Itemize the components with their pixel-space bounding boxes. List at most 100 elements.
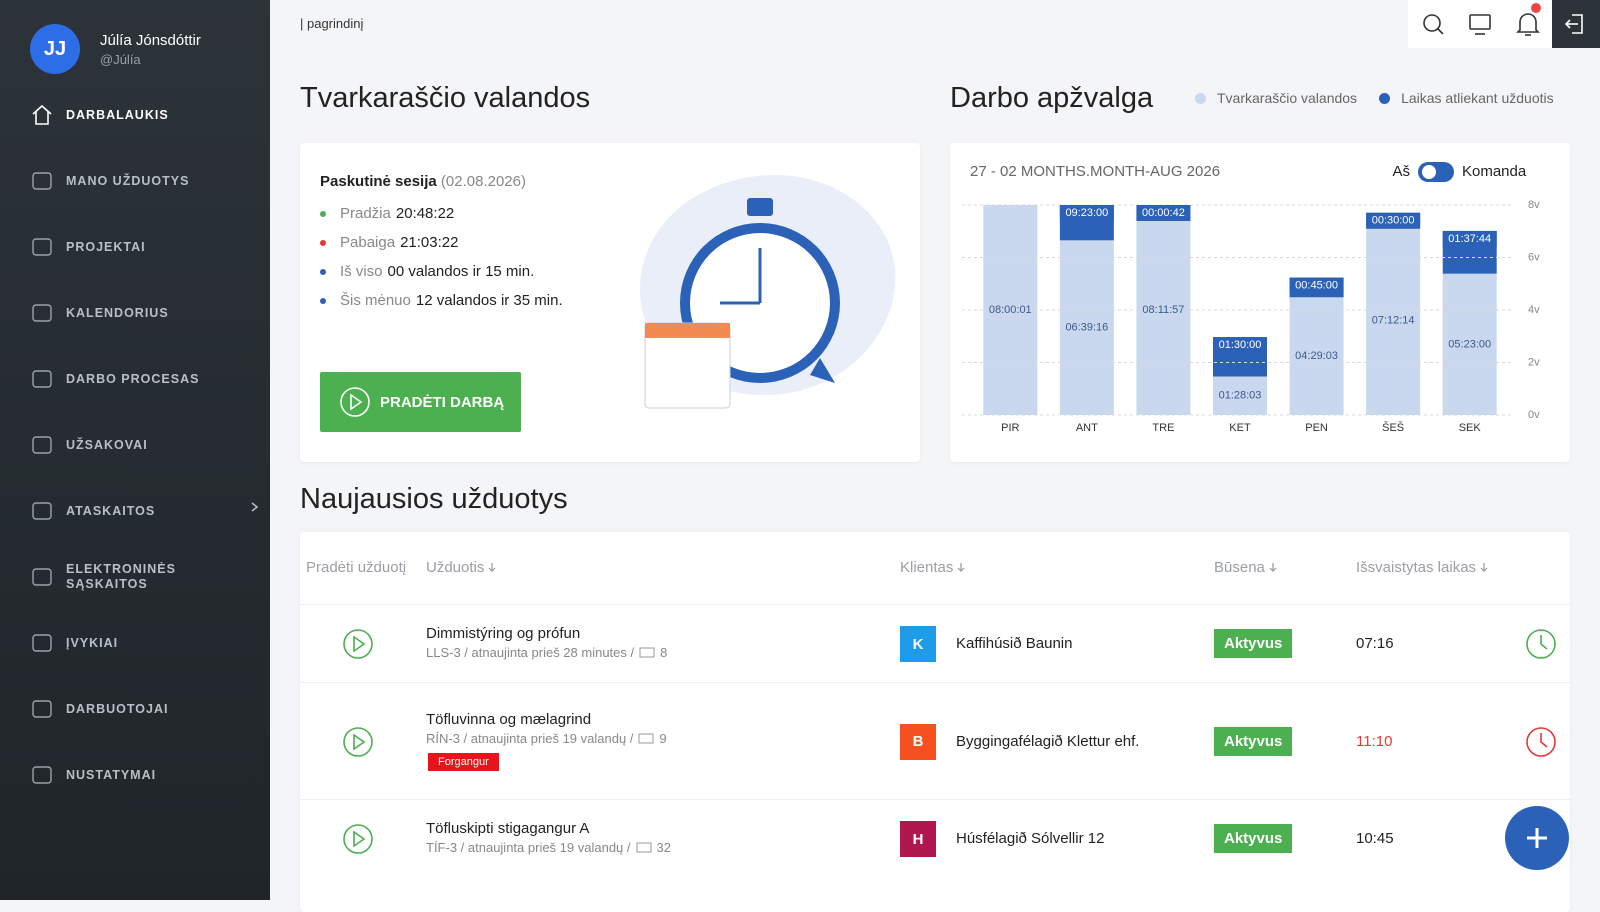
nav-item[interactable]: UŽSAKOVAI [30,425,260,465]
chart: 27 - 02 MONTHS.MONTH-AUG 2026 Aš Komanda… [950,143,1570,462]
column-label: Išsvaistytas laikas [1356,559,1476,576]
avatar[interactable]: JJ [30,24,80,74]
nav-item[interactable]: ĮVYKIAI [30,623,260,663]
status-badge: Aktyvus [1214,824,1292,853]
nav-item[interactable]: PROJEKTAI [30,227,260,267]
icon [30,169,54,193]
column-label: Klientas [900,559,953,576]
value-label: 00:00:42 [1142,207,1185,219]
play-icon [320,372,380,432]
plus-icon [1505,806,1569,870]
icon [30,367,54,391]
meta-text: LLS-3 / atnaujinta prieš 28 minutes / [426,645,634,660]
comment-count: 8 [660,645,667,660]
nav-item[interactable]: NUSTATYMAI [30,755,260,795]
item-label: Iš viso [340,263,383,280]
toggle-left: Aš [1392,163,1410,180]
session-date: (02.08.2026) [441,173,526,190]
chart-subtitle: 27 - 02 MONTHS.MONTH-AUG 2026 [970,163,1220,180]
play-button[interactable] [341,822,375,856]
bullet [320,240,326,246]
icon [30,433,54,457]
nav-label: ATASKAITOS [66,504,216,519]
logout-button[interactable] [1552,0,1600,48]
bullet [320,211,326,217]
bar-segment [1060,143,1114,240]
chevron [250,501,260,521]
item-label: Pradžia [340,205,391,222]
comment-icon [636,842,652,854]
icon [30,301,54,325]
value-label: 08:00:01 [989,304,1032,316]
icon [30,631,54,655]
status-badge: Aktyvus [1214,629,1292,658]
icon [30,235,54,259]
column-header: Pradėti užduotį [306,532,406,604]
logout-icon [1552,0,1600,48]
column-label: Užduotis [426,559,484,576]
icon [30,565,54,589]
column-header: Klientas [900,532,965,604]
time-spent: 07:16 [1356,635,1394,652]
bullet [320,298,326,304]
nav-item[interactable]: DARBUOTOJAI [30,689,260,729]
value-label: 01:30:00 [1219,339,1262,351]
item-value: 00 valandos ir 15 min. [388,263,535,280]
y-tick-label: 6v [1528,251,1540,263]
legend-item: Tvarkaraščio valandos [1195,90,1357,106]
play-button[interactable] [341,725,375,759]
user-handle: @Júlía [100,52,141,67]
legend-swatch [1379,93,1390,104]
nav-item[interactable]: ELEKTRONINĖS SĄSKAITOS [30,557,260,597]
notification-dot [1531,3,1541,13]
section-title: Tvarkaraščio valandos [300,82,590,115]
task-name: Töfluskipti stigagangur A [426,820,589,837]
task-meta: LLS-3 / atnaujinta prieš 28 minutes / 8 [426,645,667,660]
column-header: Išsvaistytas laikas [1356,532,1488,604]
nav-item[interactable]: DARBO PROCESAS [30,359,260,399]
clock-icon [1524,725,1558,759]
search-icon[interactable] [1424,15,1443,34]
x-tick-label: SEK [1459,422,1482,434]
task-meta: RÍN-3 / atnaujinta prieš 19 valandų /9 [426,731,667,746]
nav-label: MANO UŽDUOTYS [66,174,216,189]
value-label: 00:30:00 [1372,215,1415,227]
legend-label: Tvarkaraščio valandos [1217,90,1357,106]
nav-item[interactable]: ATASKAITOS [30,491,260,531]
nav-item[interactable]: KALENDORIUS [30,293,260,333]
client-name: Byggingafélagið Klettur ehf. [956,733,1139,750]
comment-count: 32 [657,840,671,855]
toolbar-icons [1408,0,1552,48]
x-tick-label: ŠEŠ [1382,421,1404,434]
legend-swatch [1195,93,1206,104]
start-work-button[interactable]: PRADĖTI DARBĄ [320,372,521,432]
meta-text: RÍN-3 / atnaujinta prieš 19 valandų / [426,731,633,746]
session-heading: Paskutinė sesija (02.08.2026) [320,173,526,190]
play-button[interactable] [341,627,375,661]
item-label: Šis mėnuo [340,292,411,309]
x-tick-label: PEN [1305,422,1328,434]
value-label: 08:11:57 [1142,304,1184,316]
icon [30,763,54,787]
monitor-icon[interactable] [1470,15,1490,34]
bell-icon[interactable] [1518,14,1538,35]
nav-item[interactable]: MANO UŽDUOTYS [30,161,260,201]
column-label: Pradėti užduotį [306,559,406,576]
tasks-title: Naujausios užduotys [300,483,568,516]
value-label: 01:28:03 [1219,390,1262,402]
item-value: 21:03:22 [400,234,458,251]
value-label: 07:12:14 [1372,314,1415,326]
add-button[interactable] [1505,806,1569,870]
toggle-knob [1422,165,1436,179]
nav-label: KALENDORIUS [66,306,216,321]
x-tick-label: KET [1229,422,1251,434]
task-meta: TÍF-3 / atnaujinta prieš 19 valandų /32 [426,840,671,855]
nav-label: DARBO PROCESAS [66,372,216,387]
nav-label: NUSTATYMAI [66,768,216,783]
nav-item[interactable]: DARBALAUKIS [30,95,260,135]
